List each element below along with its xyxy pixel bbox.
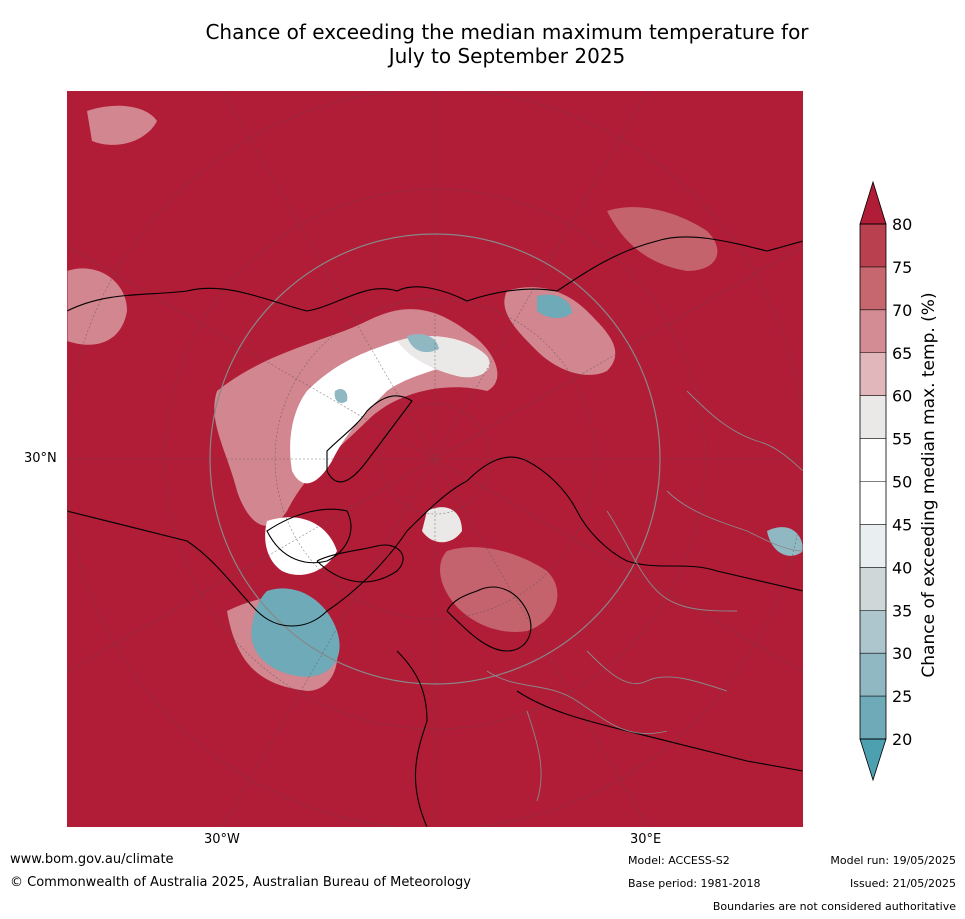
colorbar-tick-label: 20 bbox=[892, 730, 912, 749]
colorbar-band bbox=[860, 266, 886, 311]
colorbar-ticks: 80 75 70 65 60 55 50 45 40 35 30 25 20 bbox=[860, 215, 912, 749]
model-run-date: Model run: 19/05/2025 bbox=[830, 854, 956, 867]
colorbar-band bbox=[860, 352, 886, 397]
colorbar-tick-label: 65 bbox=[892, 344, 912, 363]
colorbar-legend: 80 75 70 65 60 55 50 45 40 35 30 25 20 Chance of exc… bbox=[859, 180, 939, 782]
probability-map bbox=[67, 91, 803, 827]
copyright-text: © Commonwealth of Australia 2025, Austra… bbox=[10, 875, 471, 890]
colorbar-band bbox=[860, 567, 886, 611]
colorbar-band bbox=[860, 438, 886, 482]
colorbar-tick-label: 80 bbox=[892, 215, 912, 234]
colorbar-tick-label: 45 bbox=[892, 515, 912, 534]
colorbar-title: Chance of exceeding median max. temp. (%… bbox=[919, 292, 939, 677]
boundary-disclaimer: Boundaries are not considered authoritat… bbox=[712, 900, 956, 913]
colorbar-tick-label: 75 bbox=[892, 258, 912, 277]
colorbar-band bbox=[860, 395, 886, 440]
base-period: Base period: 1981-2018 bbox=[628, 877, 761, 890]
colorbar-top-arrow bbox=[859, 180, 887, 225]
graticule bbox=[67, 91, 803, 827]
colorbar-tick-label: 55 bbox=[892, 430, 912, 449]
colorbar-band bbox=[860, 653, 886, 697]
graticule-grey-circle bbox=[209, 233, 661, 685]
latitude-label-30n: 30°N bbox=[24, 451, 57, 466]
colorbar-bands bbox=[860, 224, 886, 740]
country-borders bbox=[486, 390, 803, 802]
colorbar-tick-label: 40 bbox=[892, 558, 912, 577]
longitude-label-30e: 30°E bbox=[630, 832, 662, 847]
colorbar-band bbox=[860, 224, 886, 268]
title-line-2: July to September 2025 bbox=[388, 44, 626, 68]
colorbar-tick-label: 60 bbox=[892, 387, 912, 406]
colorbar-band bbox=[860, 481, 886, 525]
model-name: Model: ACCESS-S2 bbox=[628, 854, 730, 867]
colorbar-tick-label: 25 bbox=[892, 687, 912, 706]
map-title: Chance of exceeding the median maximum t… bbox=[0, 20, 965, 68]
colorbar-tick-label: 50 bbox=[892, 473, 912, 492]
colorbar-tick-label: 30 bbox=[892, 644, 912, 663]
longitude-label-30w: 30°W bbox=[204, 832, 240, 847]
issued-date: Issued: 21/05/2025 bbox=[849, 877, 956, 890]
low-probability-areas bbox=[251, 294, 803, 677]
colorbar-tick-label: 70 bbox=[892, 301, 912, 320]
colorbar-tick-label: 35 bbox=[892, 601, 912, 620]
colorbar-band bbox=[860, 524, 886, 568]
colorbar-band bbox=[860, 696, 886, 740]
website-link[interactable]: www.bom.gov.au/climate bbox=[10, 852, 174, 867]
colorbar-band bbox=[860, 309, 886, 354]
colorbar-bottom-arrow bbox=[859, 738, 887, 782]
title-line-1: Chance of exceeding the median maximum t… bbox=[205, 20, 809, 44]
colorbar-band bbox=[860, 610, 886, 654]
